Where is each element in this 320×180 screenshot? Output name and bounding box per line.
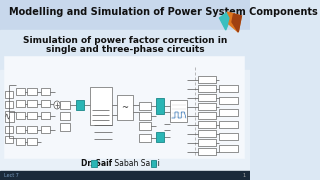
Bar — [156, 98, 164, 114]
Bar — [220, 121, 238, 128]
Bar — [4, 56, 244, 158]
Bar — [151, 160, 156, 167]
Bar — [198, 148, 216, 155]
Bar — [198, 139, 216, 146]
Bar — [60, 123, 70, 131]
Bar — [60, 112, 70, 120]
Bar — [41, 126, 50, 133]
Bar — [76, 100, 84, 110]
Bar — [5, 101, 13, 108]
Bar — [139, 102, 151, 110]
Bar — [198, 112, 216, 119]
Bar — [16, 112, 25, 119]
Bar — [41, 88, 50, 95]
Bar — [198, 94, 216, 101]
Bar — [220, 109, 238, 116]
Bar — [220, 85, 238, 92]
Bar — [139, 112, 151, 120]
Bar — [60, 101, 70, 109]
Bar — [5, 111, 14, 122]
Bar — [5, 91, 13, 98]
Bar — [5, 136, 13, 143]
Text: Simulation of power factor correction in: Simulation of power factor correction in — [23, 35, 227, 44]
Bar — [90, 87, 112, 125]
Bar — [0, 30, 250, 70]
Bar — [156, 132, 164, 142]
Bar — [16, 138, 25, 145]
Circle shape — [54, 101, 60, 109]
Bar — [16, 88, 25, 95]
Bar — [0, 70, 250, 172]
Text: ~: ~ — [122, 103, 128, 112]
Bar — [117, 95, 133, 120]
Bar — [198, 76, 216, 83]
Bar — [27, 138, 37, 145]
Text: Lect 7: Lect 7 — [4, 173, 19, 178]
Text: Sabah Sami: Sabah Sami — [112, 159, 160, 168]
Bar — [198, 85, 216, 92]
Polygon shape — [220, 12, 230, 30]
Bar — [27, 112, 37, 119]
Text: single and three-phase circuits: single and three-phase circuits — [46, 44, 204, 53]
Bar — [0, 171, 250, 180]
Bar — [16, 126, 25, 133]
Bar — [16, 100, 25, 107]
Bar — [220, 97, 238, 104]
Bar — [27, 100, 37, 107]
Bar — [198, 130, 216, 137]
Bar — [198, 121, 216, 128]
Bar — [170, 100, 188, 122]
Bar — [220, 145, 238, 152]
Bar — [198, 103, 216, 110]
Polygon shape — [227, 12, 241, 32]
Bar — [139, 122, 151, 130]
Bar — [139, 134, 151, 142]
Bar — [41, 112, 50, 119]
Polygon shape — [232, 14, 241, 32]
Bar — [220, 133, 238, 140]
Bar — [27, 126, 37, 133]
Text: Dr. Saif: Dr. Saif — [81, 159, 112, 168]
Bar — [27, 88, 37, 95]
Text: 1: 1 — [243, 173, 246, 178]
Bar — [41, 100, 50, 107]
Bar — [0, 0, 250, 30]
Text: Modelling and Simulation of Power System Components: Modelling and Simulation of Power System… — [9, 7, 318, 17]
Bar — [5, 126, 13, 133]
Bar — [92, 160, 97, 167]
